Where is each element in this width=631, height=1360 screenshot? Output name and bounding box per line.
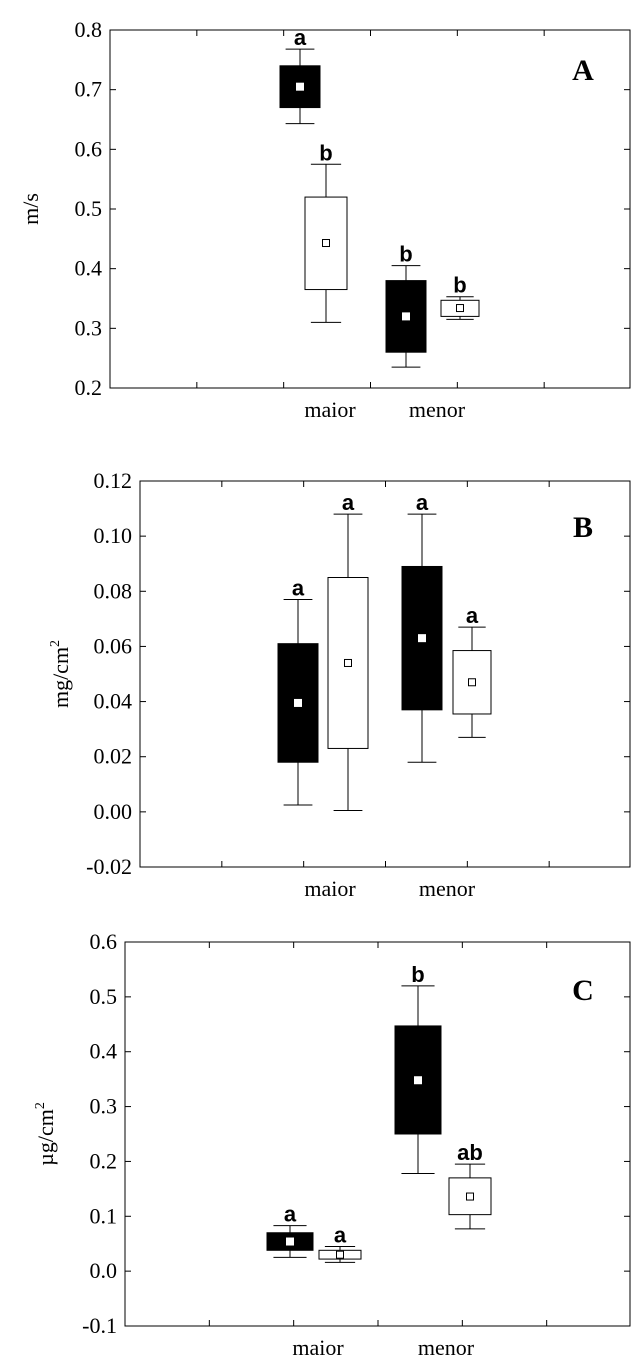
y-tick-label: 0.4 bbox=[90, 1039, 118, 1064]
y-tick-label: 0.7 bbox=[75, 77, 103, 102]
significance-label: a bbox=[284, 1202, 297, 1227]
box-menor-open: ab bbox=[448, 1140, 492, 1230]
y-tick-label: 0.12 bbox=[94, 468, 133, 493]
significance-label: a bbox=[294, 25, 307, 50]
median-marker bbox=[466, 1192, 474, 1201]
y-tick-label: 0.2 bbox=[75, 375, 103, 400]
panel-letter: A bbox=[572, 54, 594, 87]
significance-label: ab bbox=[457, 1140, 483, 1165]
significance-label: a bbox=[416, 490, 429, 515]
y-tick-label: 0.5 bbox=[75, 196, 103, 221]
panel-letter: B bbox=[573, 511, 593, 544]
significance-label: a bbox=[292, 576, 305, 601]
plot-frame bbox=[109, 29, 631, 389]
x-category-label: menor bbox=[409, 397, 466, 422]
y-tick-label: 0.06 bbox=[94, 633, 133, 658]
plot-frame bbox=[124, 941, 631, 1327]
box-maior-open: a bbox=[327, 490, 369, 811]
box-maior-filled: a bbox=[266, 1202, 314, 1258]
median-marker bbox=[294, 698, 302, 707]
y-axis-title: µg/cm2 bbox=[33, 1102, 58, 1166]
box-menor-open: a bbox=[452, 603, 492, 738]
panel-letter: C bbox=[572, 974, 594, 1007]
median-marker bbox=[468, 678, 476, 687]
x-category-label: menor bbox=[419, 876, 476, 901]
y-tick-label: 0.4 bbox=[75, 256, 103, 281]
y-tick-label: 0.0 bbox=[90, 1258, 118, 1283]
box-menor-filled: b bbox=[394, 962, 442, 1174]
box-menor-open: b bbox=[440, 273, 480, 320]
significance-label: b bbox=[399, 242, 412, 267]
median-marker bbox=[336, 1250, 344, 1259]
y-tick-label: 0.00 bbox=[94, 799, 133, 824]
x-category-label: maior bbox=[304, 397, 356, 422]
median-marker bbox=[402, 312, 410, 321]
y-tick-label: 0.3 bbox=[75, 315, 103, 340]
y-tick-label: -0.1 bbox=[82, 1313, 117, 1338]
panel-c: -0.1 0.0 0.1 0.2 0.3 0.4 0.5 0.6 maior menor µg/cm… bbox=[33, 929, 631, 1360]
y-tick-label: 0.2 bbox=[90, 1148, 118, 1173]
significance-label: b bbox=[453, 273, 466, 298]
median-marker bbox=[414, 1076, 422, 1085]
median-marker bbox=[344, 658, 352, 667]
panel-a: 0.2 0.3 0.4 0.5 0.6 0.7 0.8 maior menor m/s Aa b b b bbox=[18, 17, 631, 422]
y-tick-label: 0.3 bbox=[90, 1094, 118, 1119]
y-tick-label: 0.1 bbox=[90, 1203, 118, 1228]
y-tick-label: 0.02 bbox=[94, 744, 133, 769]
plot-frame bbox=[139, 480, 631, 868]
significance-label: a bbox=[342, 490, 355, 515]
y-axis-title: mg/cm2 bbox=[48, 640, 73, 708]
x-category-label: maior bbox=[304, 876, 356, 901]
box-maior-open: b bbox=[304, 140, 348, 323]
box-maior-open: a bbox=[318, 1222, 362, 1263]
x-category-label: menor bbox=[418, 1335, 475, 1360]
significance-label: b bbox=[319, 140, 332, 165]
median-marker bbox=[418, 634, 426, 643]
y-tick-label: 0.08 bbox=[94, 578, 133, 603]
median-marker bbox=[286, 1237, 294, 1246]
y-tick-label: -0.02 bbox=[86, 854, 132, 879]
y-axis-title: m/s bbox=[18, 193, 43, 225]
y-tick-label: 0.04 bbox=[94, 689, 133, 714]
y-tick-label: 0.10 bbox=[94, 523, 133, 548]
x-category-label: maior bbox=[292, 1335, 344, 1360]
box-maior-filled: a bbox=[279, 25, 321, 125]
y-tick-label: 0.5 bbox=[90, 984, 118, 1009]
panel-b: -0.02 0.00 0.02 0.04 0.06 0.08 0.10 0.12 maior me… bbox=[48, 468, 631, 901]
median-marker bbox=[296, 82, 304, 91]
significance-label: a bbox=[466, 603, 479, 628]
box-menor-filled: b bbox=[385, 242, 427, 368]
box-menor-filled: a bbox=[401, 490, 443, 763]
median-marker bbox=[322, 239, 330, 248]
y-tick-label: 0.6 bbox=[75, 136, 103, 161]
y-tick-label: 0.6 bbox=[90, 929, 118, 954]
median-marker bbox=[456, 304, 464, 313]
y-tick-label: 0.8 bbox=[75, 17, 103, 42]
box-maior-filled: a bbox=[277, 576, 319, 806]
significance-label: a bbox=[334, 1222, 347, 1247]
significance-label: b bbox=[411, 962, 424, 987]
